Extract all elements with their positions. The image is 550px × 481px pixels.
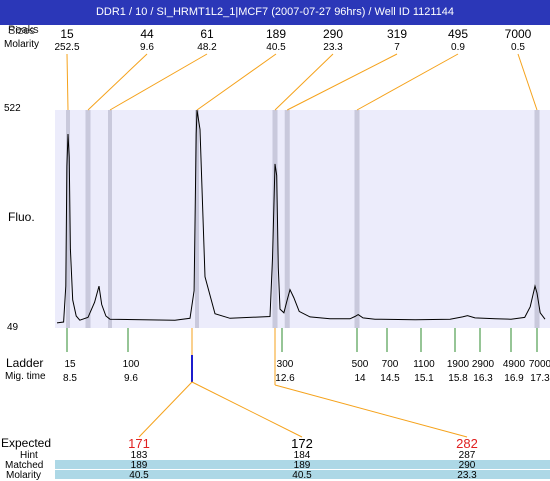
table-cell-molarity: 40.5	[292, 470, 312, 481]
peak-leader-line	[274, 53, 334, 111]
ladder-size-label: 1900	[447, 359, 470, 370]
molarity-label: Molarity	[4, 39, 40, 50]
peak-size-label: 44	[140, 27, 154, 41]
peak-molarity-label: 40.5	[266, 42, 286, 53]
peak-leader-line	[66, 53, 69, 111]
peak-size-labels: 15252.5449.66148.218940.529023.331974950…	[54, 27, 531, 53]
peak-molarity-label: 48.2	[197, 42, 217, 53]
matched-row-band	[55, 460, 550, 469]
ladder-size-label: 500	[352, 359, 369, 370]
y-tick-max: 522	[4, 103, 21, 114]
ladder-time-label: 15.8	[448, 373, 468, 384]
sizes-label: Peaks	[8, 24, 39, 36]
trace-line	[56, 109, 546, 324]
peak-size-label: 189	[266, 27, 286, 41]
ladder-size-label: 4900	[503, 359, 526, 370]
fluorescence-trace	[56, 109, 546, 324]
table-cell-expected: 172	[291, 436, 313, 451]
ladder-size-label: 7000	[529, 359, 550, 370]
peak-molarity-label: 252.5	[54, 42, 79, 53]
ladder-time-label: 16.3	[473, 373, 493, 384]
peak-leader-line	[517, 53, 538, 111]
peak-leader-lines	[66, 53, 538, 111]
peak-leader-line	[356, 53, 459, 111]
peak-band	[284, 110, 290, 328]
ladder-time-label: 12.6	[275, 373, 295, 384]
peak-band	[195, 110, 199, 328]
peak-molarity-label: 0.5	[511, 42, 525, 53]
chart-title: DDR1 / 10 / SI_HRMT1L2_1|MCF7 (2007-07-2…	[0, 0, 550, 25]
ladder-time-label: 8.5	[63, 373, 77, 384]
ladder-time-label: 14.5	[380, 373, 400, 384]
peak-leader-line	[87, 53, 148, 111]
peak-band	[66, 110, 70, 328]
ladder-size-label: 1100	[413, 359, 435, 370]
ladder-time-label: 14	[354, 373, 366, 384]
ladder-size-label: 700	[382, 359, 399, 370]
plot-background	[55, 110, 550, 328]
peak-band	[354, 110, 360, 328]
peak-size-label: 290	[323, 27, 343, 41]
ladder-time-label: 17.3	[530, 373, 550, 384]
expected-links	[138, 328, 468, 438]
peak-band	[108, 110, 112, 328]
peak-leader-line	[286, 53, 398, 111]
table-cell-hint: 287	[458, 450, 476, 461]
ladder-size-label: 300	[277, 359, 294, 370]
ladder-time-label: 16.9	[504, 373, 524, 384]
sizes-label-overlay: Sizes	[8, 25, 35, 37]
ladder-size-label: 100	[123, 359, 140, 370]
expected-label: Expected	[1, 436, 52, 450]
peak-size-label: 495	[448, 27, 468, 41]
peak-size-label: 61	[200, 27, 214, 41]
table-cell-molarity: 40.5	[129, 470, 149, 481]
peak-leader-line	[109, 53, 208, 111]
table-cell-molarity: 23.3	[457, 470, 477, 481]
ladder-ticks: 15 8.5 100 9.6 300 12.6 500 14 700 14.5 1100 15.1 19…	[63, 328, 550, 384]
peak-molarity-label: 0.9	[451, 42, 465, 53]
table-cell-hint: 184	[293, 450, 311, 461]
expected-link	[138, 381, 193, 438]
molarity-bottom-label: Molarity	[6, 470, 42, 481]
table-cell-expected: 282	[456, 436, 478, 451]
hint-label: Hint	[20, 450, 38, 461]
expected-link	[191, 381, 303, 438]
peak-size-label: 319	[387, 27, 407, 41]
table-cell-expected: 171	[128, 436, 150, 451]
molarity-row-band	[55, 470, 550, 479]
peak-bands	[66, 110, 540, 328]
table-cell-matched: 189	[293, 460, 311, 471]
peak-band	[272, 110, 278, 328]
peak-band	[534, 110, 540, 328]
peak-molarity-label: 9.6	[140, 42, 154, 53]
peak-band	[85, 110, 91, 328]
mig-time-label: Mig. time	[5, 371, 46, 382]
table-cell-matched: 290	[458, 460, 476, 471]
plot-area	[55, 110, 550, 328]
peak-size-label: 7000	[505, 27, 532, 41]
peak-molarity-label: 7	[394, 42, 400, 53]
peak-molarity-label: 23.3	[323, 42, 343, 53]
peak-leader-line	[196, 53, 277, 111]
ladder-time-label: 9.6	[124, 373, 138, 384]
peak-size-label: 15	[60, 27, 74, 41]
matched-label: Matched	[5, 460, 44, 471]
ladder-size-label: 2900	[472, 359, 495, 370]
ladder-time-label: 15.1	[414, 373, 434, 384]
y-axis-label: Fluo.	[8, 210, 35, 224]
ladder-size-label: 15	[64, 359, 76, 370]
expected-link	[274, 384, 468, 438]
table-cell-hint: 183	[130, 450, 148, 461]
table-cell-matched: 189	[130, 460, 148, 471]
y-tick-min: 49	[7, 322, 19, 333]
ladder-label: Ladder	[6, 356, 44, 370]
